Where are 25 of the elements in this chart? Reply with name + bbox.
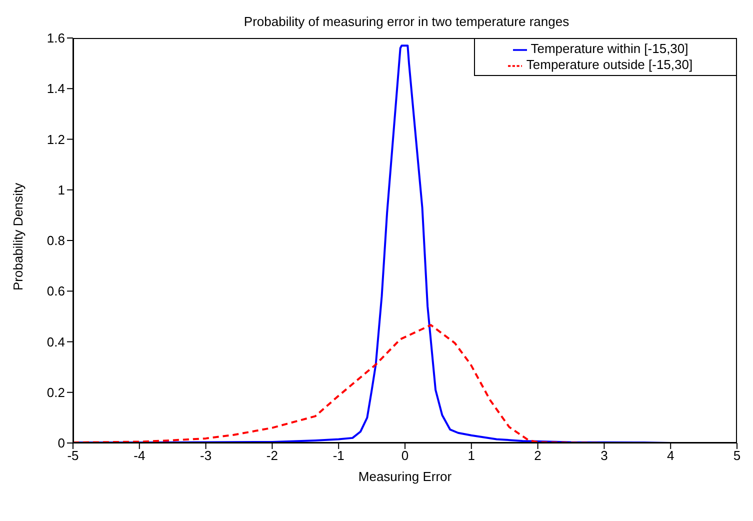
x-tick-label: 4 [666,448,674,464]
y-tick-label: 0.2 [46,384,65,400]
x-tick-label: 0 [401,448,409,464]
x-tick-label: 2 [534,448,542,464]
y-axis-title: Probability Density [10,182,26,290]
x-tick-label: 1 [468,448,476,464]
y-tick-label: 0.4 [46,334,65,350]
x-tick-label: -5 [67,448,79,464]
x-tick-label: -2 [266,448,278,464]
y-tick-label: 1.6 [46,30,65,46]
legend-label: Temperature outside [-15,30] [526,57,693,72]
x-tick-label: 3 [600,448,608,464]
x-tick-label: -3 [200,448,212,464]
y-tick-label: 0.8 [46,233,65,248]
chart-title: Probability of measuring error in two temperature ranges [242,14,570,29]
y-tick-label: 0 [58,436,65,451]
x-tick-label: -1 [332,448,344,464]
y-tick-label: 1.2 [46,132,65,147]
x-tick-label: 5 [733,448,741,464]
x-axis-title: Measuring Error [358,469,452,484]
y-tick-label: 1 [58,182,65,198]
y-tick-label: 1.4 [46,81,65,96]
y-tick-label: 0.6 [46,284,65,299]
x-tick-label: -4 [134,448,146,464]
legend-label: Temperature within [-15,30] [530,41,688,56]
